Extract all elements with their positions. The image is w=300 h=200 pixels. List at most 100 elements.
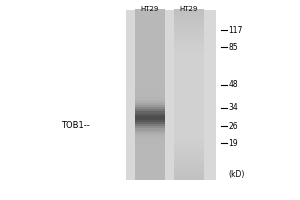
Bar xyxy=(174,18,204,21)
Bar xyxy=(174,154,204,157)
Bar xyxy=(174,26,204,29)
Bar xyxy=(135,14,165,16)
Bar xyxy=(135,73,165,76)
Bar xyxy=(174,122,204,125)
Bar xyxy=(135,77,165,80)
Bar xyxy=(135,67,165,69)
Bar xyxy=(135,111,165,114)
Bar xyxy=(135,60,165,63)
Bar xyxy=(174,124,204,127)
Bar xyxy=(135,94,165,97)
Bar xyxy=(135,131,165,133)
Bar xyxy=(135,33,165,36)
Bar xyxy=(126,10,216,180)
Bar xyxy=(135,141,165,144)
Bar xyxy=(135,173,165,176)
Bar xyxy=(174,173,204,176)
Bar xyxy=(135,50,165,52)
Text: TOB1--: TOB1-- xyxy=(61,121,90,130)
Text: 34: 34 xyxy=(229,103,238,112)
Bar xyxy=(174,60,204,63)
Bar xyxy=(174,114,204,116)
Bar xyxy=(174,139,204,142)
Bar xyxy=(174,39,204,42)
Bar xyxy=(135,9,165,12)
Bar xyxy=(174,118,204,120)
Bar xyxy=(135,48,165,50)
Bar xyxy=(174,90,204,93)
Bar xyxy=(174,148,204,150)
Bar xyxy=(174,41,204,44)
Bar xyxy=(174,177,204,180)
Bar xyxy=(174,24,204,27)
Bar xyxy=(135,109,165,112)
Bar xyxy=(135,20,165,23)
Bar xyxy=(174,86,204,89)
Bar xyxy=(135,16,165,19)
Bar xyxy=(135,139,165,142)
Bar xyxy=(174,158,204,161)
Text: 48: 48 xyxy=(229,80,238,89)
Bar xyxy=(135,18,165,21)
Bar xyxy=(174,84,204,86)
Bar xyxy=(135,35,165,38)
Bar xyxy=(135,128,165,131)
Bar xyxy=(174,65,204,67)
Bar xyxy=(174,54,204,57)
Bar xyxy=(135,24,165,27)
Bar xyxy=(135,65,165,67)
Bar xyxy=(174,56,204,59)
Bar xyxy=(135,22,165,25)
Bar xyxy=(135,107,165,110)
Bar xyxy=(135,156,165,159)
Bar xyxy=(135,133,165,135)
Text: 117: 117 xyxy=(229,26,243,35)
Bar xyxy=(174,126,204,129)
Bar xyxy=(174,105,204,108)
Bar xyxy=(135,75,165,78)
Bar xyxy=(135,148,165,150)
Bar xyxy=(135,90,165,93)
Bar xyxy=(174,162,204,165)
Bar xyxy=(174,120,204,123)
Bar xyxy=(174,171,204,174)
Bar xyxy=(174,97,204,99)
Bar xyxy=(174,73,204,76)
Bar xyxy=(174,22,204,25)
Text: 19: 19 xyxy=(229,139,238,148)
Bar xyxy=(135,177,165,180)
Bar xyxy=(135,152,165,155)
Bar xyxy=(135,171,165,174)
Bar xyxy=(174,152,204,155)
Bar xyxy=(135,158,165,161)
Bar xyxy=(174,99,204,101)
Bar xyxy=(174,94,204,97)
Bar xyxy=(135,12,165,14)
Bar xyxy=(135,175,165,178)
Bar xyxy=(135,63,165,65)
Bar xyxy=(174,77,204,80)
Bar xyxy=(174,145,204,148)
Bar xyxy=(174,52,204,55)
Text: (kD): (kD) xyxy=(229,170,245,180)
Bar xyxy=(174,128,204,131)
Bar xyxy=(135,137,165,140)
Bar xyxy=(135,52,165,55)
Bar xyxy=(135,92,165,95)
Bar xyxy=(174,141,204,144)
Bar xyxy=(135,80,165,82)
Bar xyxy=(135,37,165,40)
Bar xyxy=(174,35,204,38)
Bar xyxy=(135,43,165,46)
Bar xyxy=(174,101,204,103)
Bar xyxy=(174,33,204,36)
Bar xyxy=(174,109,204,112)
Bar xyxy=(174,131,204,133)
Bar xyxy=(174,116,204,118)
Bar xyxy=(135,105,165,108)
Bar xyxy=(135,41,165,44)
Bar xyxy=(174,135,204,138)
Bar xyxy=(174,150,204,152)
Bar xyxy=(174,43,204,46)
Bar xyxy=(135,99,165,101)
